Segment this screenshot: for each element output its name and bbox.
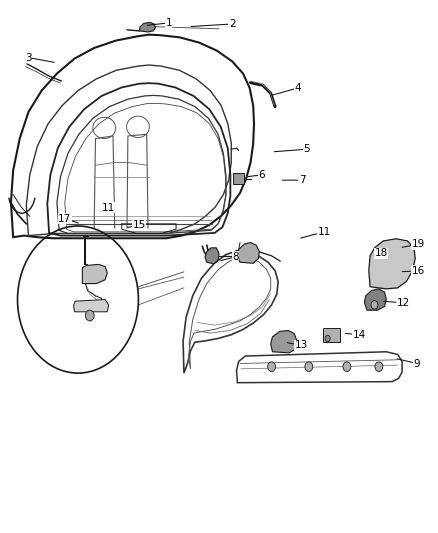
Text: 7: 7: [299, 175, 306, 185]
Polygon shape: [364, 289, 386, 310]
Text: 1: 1: [165, 18, 172, 28]
Text: 11: 11: [318, 227, 331, 237]
Circle shape: [375, 362, 383, 372]
Text: 5: 5: [303, 144, 310, 154]
Text: 11: 11: [102, 203, 115, 213]
Polygon shape: [237, 243, 259, 263]
Text: 2: 2: [229, 19, 236, 29]
Text: 12: 12: [396, 298, 410, 308]
Text: 3: 3: [25, 53, 32, 62]
Polygon shape: [205, 248, 219, 264]
Circle shape: [305, 362, 313, 372]
Text: 8: 8: [232, 252, 239, 262]
Text: 13: 13: [295, 341, 308, 350]
Text: 18: 18: [374, 248, 388, 258]
Text: 14: 14: [353, 330, 366, 340]
Text: 17: 17: [58, 214, 71, 223]
Text: 15: 15: [133, 220, 146, 230]
Text: 9: 9: [413, 359, 420, 368]
Text: 19: 19: [412, 239, 425, 249]
Text: 4: 4: [294, 83, 301, 93]
Polygon shape: [82, 264, 107, 284]
Circle shape: [325, 335, 330, 342]
Bar: [233, 173, 244, 184]
Circle shape: [268, 362, 276, 372]
Bar: [323, 328, 340, 342]
Polygon shape: [74, 300, 109, 312]
Text: 6: 6: [258, 170, 265, 180]
Circle shape: [371, 301, 378, 309]
Polygon shape: [139, 22, 155, 32]
Circle shape: [343, 362, 351, 372]
Polygon shape: [271, 330, 297, 353]
Polygon shape: [369, 239, 415, 289]
Text: 16: 16: [412, 266, 425, 276]
Circle shape: [85, 310, 94, 321]
